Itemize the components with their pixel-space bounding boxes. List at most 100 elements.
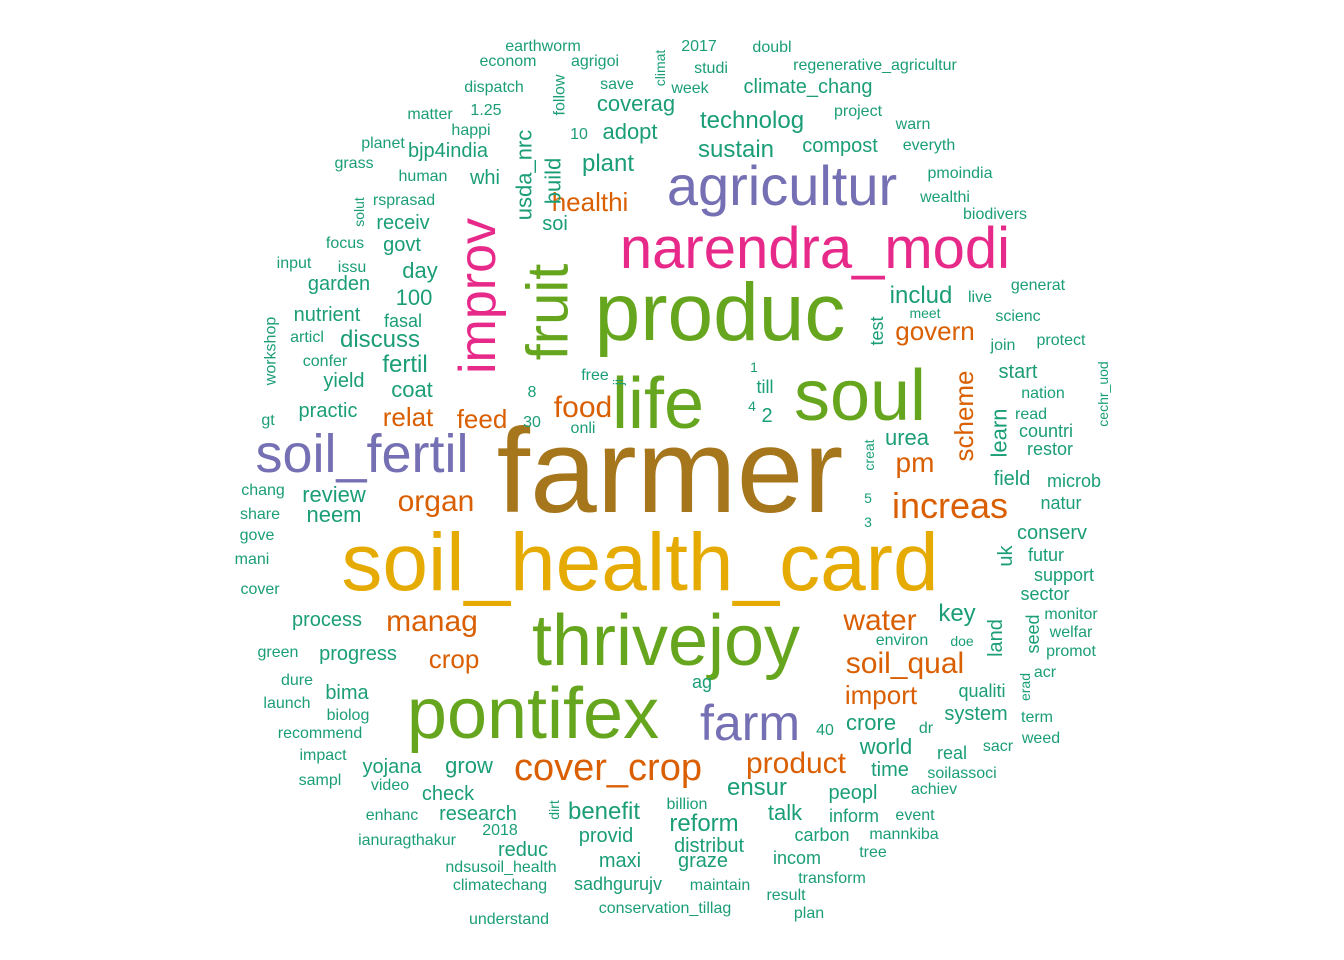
cloud-word-farm: farm xyxy=(700,695,800,751)
cloud-word-garden: garden xyxy=(308,273,370,295)
cloud-word-issu: issu xyxy=(338,259,366,276)
cloud-word-save: save xyxy=(600,76,634,93)
cloud-word-soil-fertil: soil_fertil xyxy=(255,424,468,484)
cloud-word-billion: billion xyxy=(667,796,708,813)
cloud-word-project: project xyxy=(834,103,883,120)
cloud-word-govern: govern xyxy=(895,316,975,346)
cloud-word-narendra-modi: narendra_modi xyxy=(620,216,1010,281)
cloud-word-support: support xyxy=(1034,565,1094,585)
cloud-word-2018: 2018 xyxy=(482,822,518,839)
cloud-word-carbon: carbon xyxy=(794,825,849,845)
cloud-word-2017: 2017 xyxy=(681,38,717,55)
cloud-word-share: share xyxy=(240,506,280,523)
cloud-word-promot: promot xyxy=(1046,643,1096,660)
cloud-word-mannkiba: mannkiba xyxy=(869,826,938,843)
cloud-word-sacr: sacr xyxy=(983,738,1014,755)
cloud-word-system: system xyxy=(944,703,1007,725)
cloud-word-acr: acr xyxy=(1034,664,1057,681)
cloud-word-5: 5 xyxy=(864,490,872,506)
cloud-word-human: human xyxy=(399,168,448,185)
cloud-word-nutrient: nutrient xyxy=(294,304,361,326)
cloud-word-agricultur: agricultur xyxy=(667,154,897,217)
cloud-word-ianuragthakur: ianuragthakur xyxy=(358,832,457,849)
cloud-word-join: join xyxy=(990,337,1016,354)
cloud-word-input: input xyxy=(277,255,312,272)
cloud-word-check: check xyxy=(422,783,475,805)
cloud-word-usda-nrc: usda_nrc xyxy=(512,130,537,221)
cloud-word-creat: creat xyxy=(861,439,877,470)
cloud-word-cover-crop: cover_crop xyxy=(514,747,702,789)
cloud-word-day: day xyxy=(402,258,437,283)
cloud-word-govt: govt xyxy=(383,234,421,256)
cloud-word-includ: includ xyxy=(890,282,953,309)
cloud-word-uk: uk xyxy=(995,544,1017,566)
cloud-word-provid: provid xyxy=(579,825,633,847)
cloud-word-event: event xyxy=(895,807,935,824)
cloud-word-grow: grow xyxy=(445,753,493,778)
cloud-word-launch: launch xyxy=(263,695,310,712)
cloud-word-week: week xyxy=(670,80,709,97)
cloud-word-reform: reform xyxy=(669,810,738,837)
cloud-word-talk: talk xyxy=(768,800,803,825)
cloud-word-biolog: biolog xyxy=(327,707,370,724)
cloud-word-dure: dure xyxy=(281,672,313,689)
cloud-word-microb: microb xyxy=(1047,471,1101,491)
cloud-word-achiev: achiev xyxy=(911,781,957,798)
cloud-word-sector: sector xyxy=(1020,584,1069,604)
cloud-word-1-25: 1.25 xyxy=(470,102,501,119)
cloud-word-scheme: scheme xyxy=(949,370,979,461)
cloud-word-graze: graze xyxy=(678,850,728,872)
cloud-word-doe: doe xyxy=(950,633,974,649)
cloud-word-pontifex: pontifex xyxy=(407,674,659,754)
cloud-word-econom: econom xyxy=(480,53,537,70)
cloud-word-neem: neem xyxy=(306,502,361,527)
cloud-word-generat: generat xyxy=(1011,277,1066,294)
cloud-word-conserv: conserv xyxy=(1017,522,1087,544)
cloud-word-build: build xyxy=(541,158,566,204)
cloud-word-climat: climat xyxy=(652,50,668,87)
cloud-word-doubl: doubl xyxy=(752,39,791,56)
cloud-word-studi: studi xyxy=(694,60,728,77)
cloud-word-soi: soi xyxy=(542,213,568,235)
cloud-word-coat: coat xyxy=(391,377,433,402)
cloud-word-review: review xyxy=(302,482,366,507)
cloud-word-erad: erad xyxy=(1017,673,1033,701)
cloud-word-benefit: benefit xyxy=(568,798,640,825)
cloud-word-3: 3 xyxy=(864,514,872,530)
cloud-word-understand: understand xyxy=(469,911,549,928)
cloud-word-adopt: adopt xyxy=(602,119,657,144)
cloud-word-yield: yield xyxy=(323,370,364,392)
cloud-word-recommend: recommend xyxy=(278,725,362,742)
cloud-word-fasal: fasal xyxy=(384,311,422,331)
cloud-word-solut: solut xyxy=(351,197,367,227)
cloud-word-crop: crop xyxy=(429,644,480,674)
cloud-word-food: food xyxy=(554,391,612,424)
cloud-word-inform: inform xyxy=(829,806,879,826)
cloud-word-sadhgurujv: sadhgurujv xyxy=(574,874,662,894)
cloud-word-soil-qual: soil_qual xyxy=(846,647,964,680)
cloud-word-research: research xyxy=(439,803,517,825)
cloud-word-plant: plant xyxy=(582,150,634,177)
cloud-word-practic: practic xyxy=(299,400,358,422)
cloud-word-time: time xyxy=(871,759,909,781)
cloud-word-conservation-tillag: conservation_tillag xyxy=(599,900,732,917)
cloud-word-peopl: peopl xyxy=(829,782,878,804)
cloud-word-technolog: technolog xyxy=(700,107,804,134)
cloud-word-import: import xyxy=(845,680,918,710)
cloud-word-tree: tree xyxy=(859,844,887,861)
cloud-word-dispatch: dispatch xyxy=(464,79,524,96)
cloud-word-manag: manag xyxy=(386,605,478,638)
cloud-word-happi: happi xyxy=(451,122,490,139)
cloud-word-cover: cover xyxy=(240,581,280,598)
cloud-word-environ: environ xyxy=(876,632,928,649)
cloud-word-workshop: workshop xyxy=(263,317,280,387)
cloud-word-crore: crore xyxy=(846,710,896,735)
cloud-word-reduc: reduc xyxy=(498,839,548,861)
cloud-word-land: land xyxy=(985,619,1007,657)
cloud-word-agrigoi: agrigoi xyxy=(571,53,619,70)
cloud-word-100: 100 xyxy=(396,285,433,310)
cloud-word-learn: learn xyxy=(987,409,1012,458)
cloud-word-increas: increas xyxy=(892,485,1008,526)
cloud-word-soul: soul xyxy=(794,356,926,436)
